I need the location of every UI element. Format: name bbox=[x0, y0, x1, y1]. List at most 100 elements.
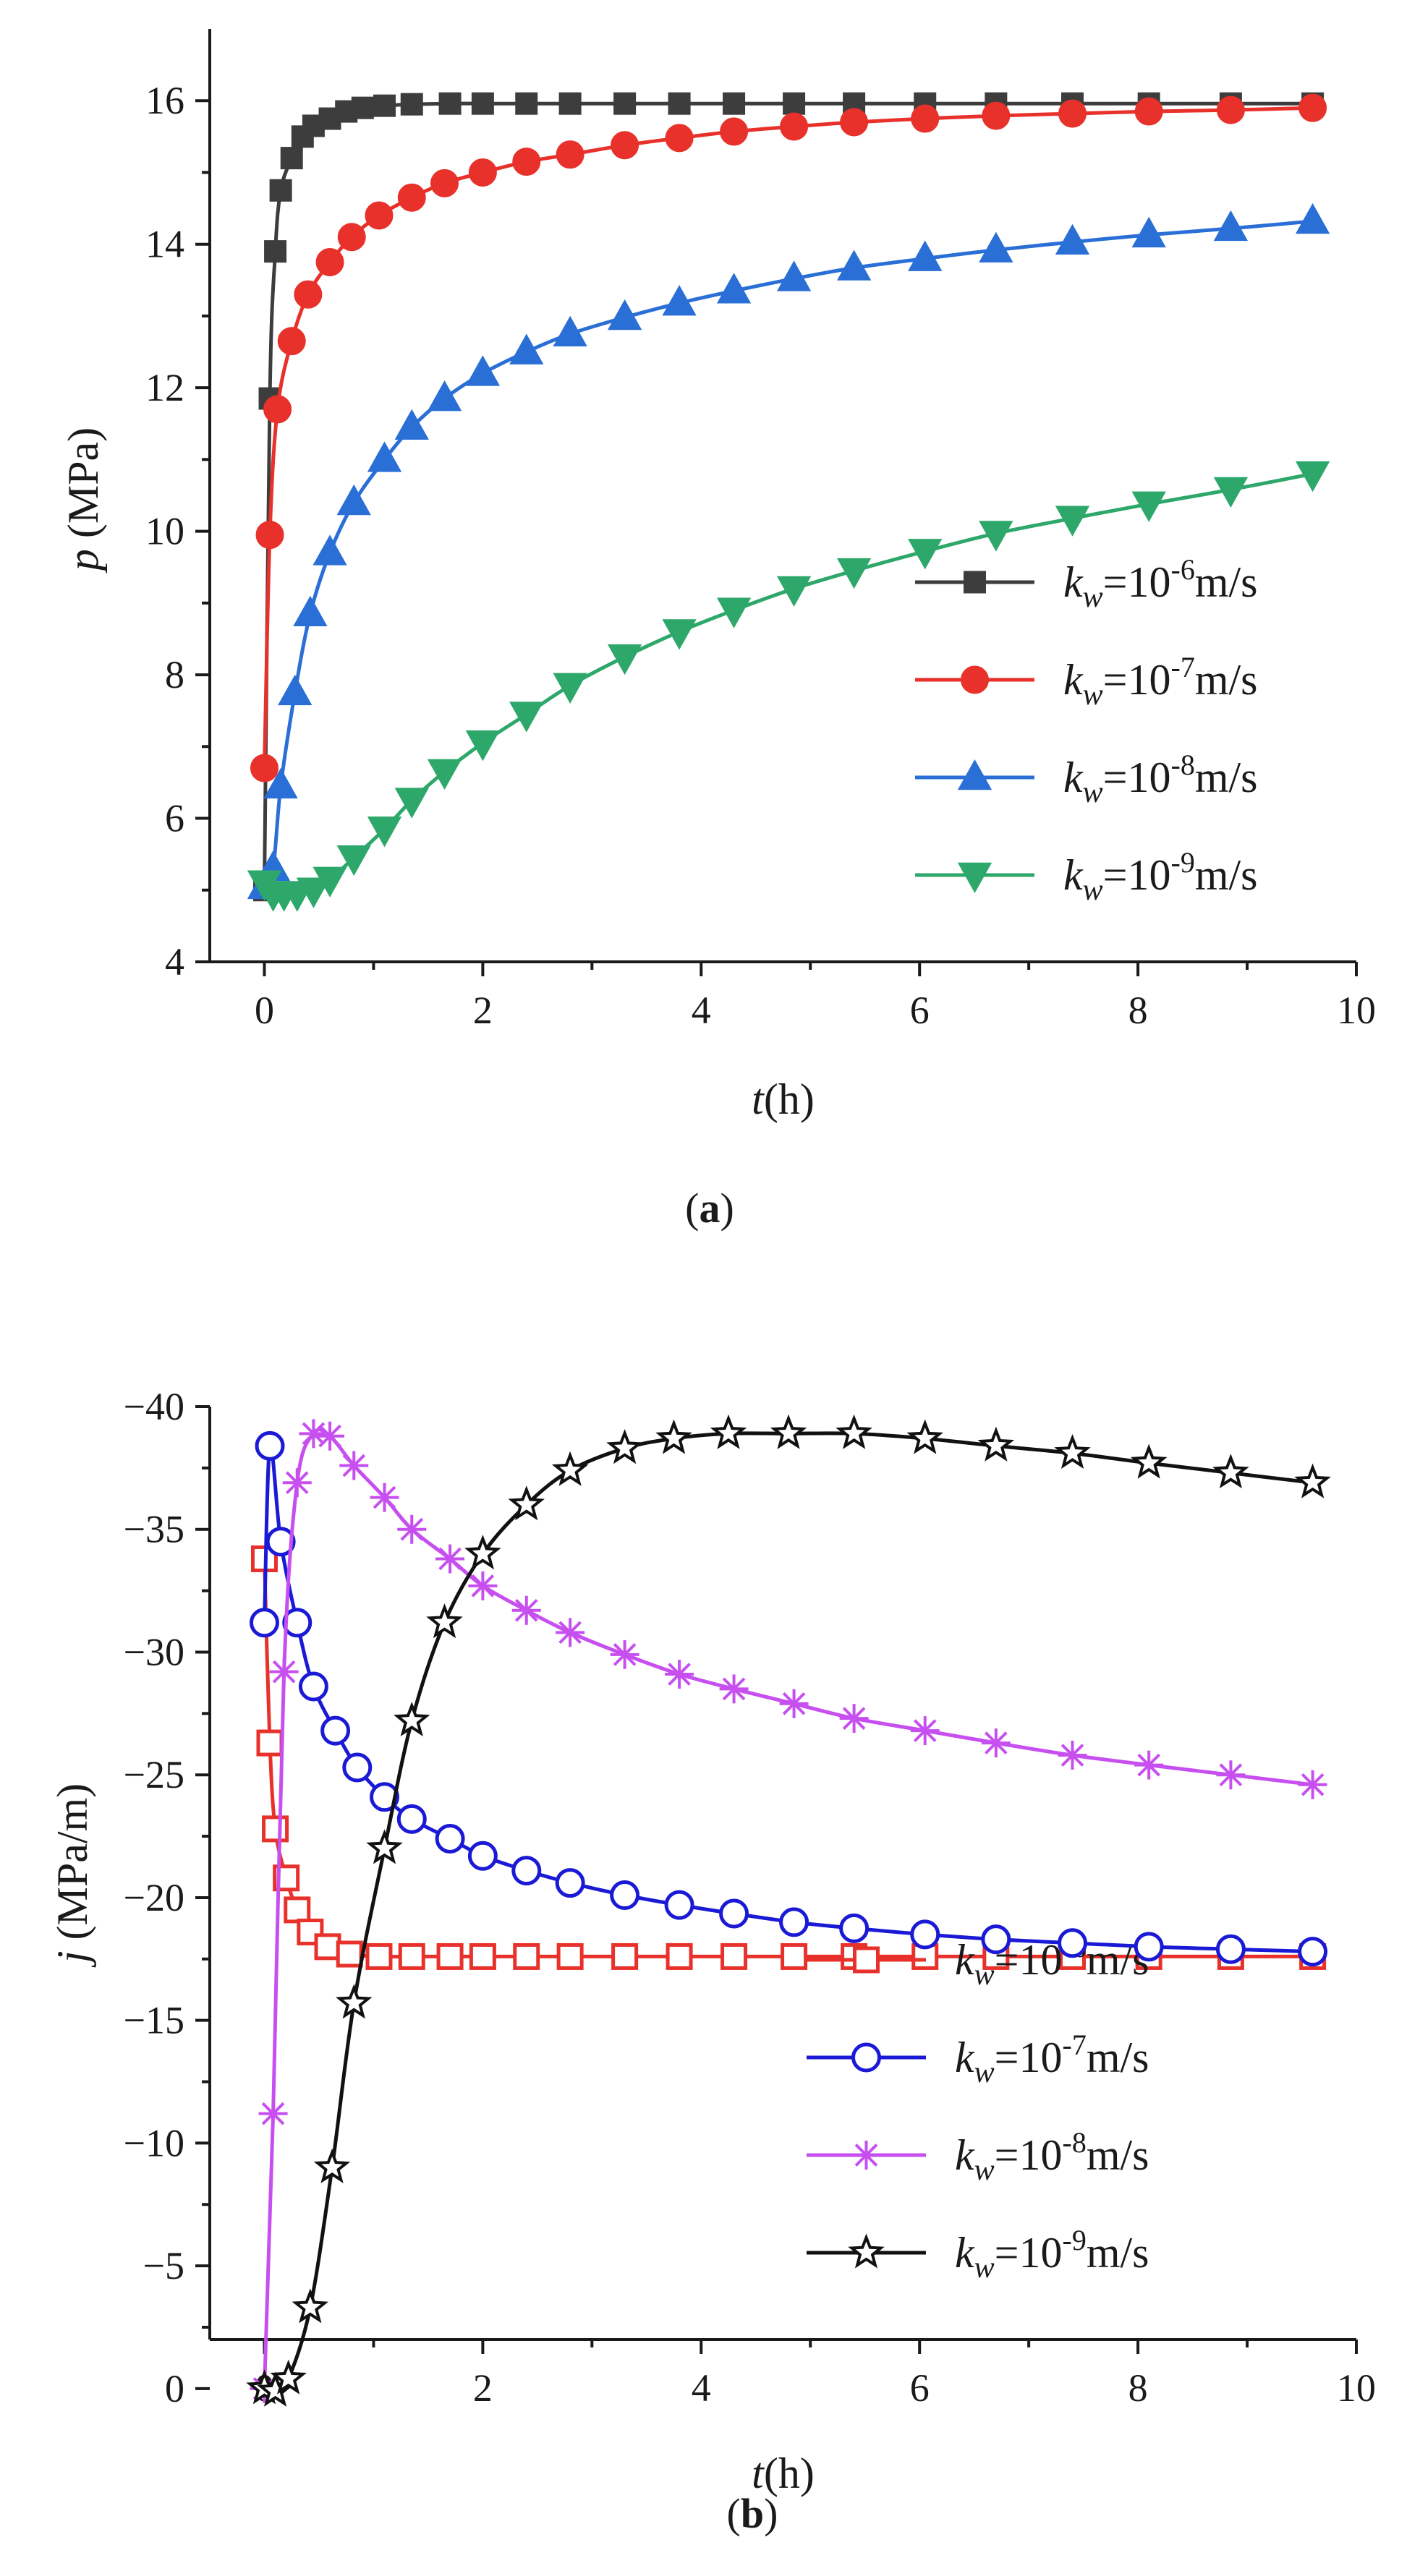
data-point bbox=[394, 788, 429, 819]
data-point bbox=[710, 1414, 747, 1449]
data-point bbox=[438, 92, 462, 115]
panel-label-a: (a) bbox=[685, 1185, 734, 1232]
data-point bbox=[430, 169, 459, 197]
legend-label: kw=10-6m/s bbox=[1063, 553, 1258, 614]
data-point bbox=[278, 674, 313, 706]
data-point bbox=[508, 1485, 545, 1521]
data-point bbox=[394, 1701, 430, 1737]
data-point bbox=[427, 380, 462, 411]
data-point bbox=[511, 1856, 542, 1886]
data-point bbox=[666, 1942, 693, 1970]
y-tick-label: 8 bbox=[165, 653, 184, 696]
data-point bbox=[1294, 1463, 1331, 1498]
legend-marker bbox=[851, 2042, 881, 2073]
legend-marker bbox=[961, 665, 989, 694]
y-tick-label: 4 bbox=[165, 940, 184, 984]
data-point bbox=[662, 619, 697, 650]
data-point bbox=[370, 1483, 399, 1512]
legend-exp: -7 bbox=[1171, 651, 1195, 683]
legend-label: kw=10-6m/s bbox=[955, 1931, 1149, 1992]
legend-sub: w bbox=[974, 2056, 995, 2089]
data-point bbox=[908, 539, 943, 570]
legend-marker bbox=[964, 571, 986, 594]
y-tick-label: −20 bbox=[124, 1876, 184, 1919]
legend-unit: m/s bbox=[1087, 2131, 1149, 2179]
y-tick-label: −35 bbox=[124, 1508, 184, 1551]
data-point bbox=[556, 1942, 584, 1970]
y-tick-label: 6 bbox=[165, 797, 184, 840]
y-tick-label: −5 bbox=[143, 2244, 184, 2287]
x-axis-label: t(h) bbox=[752, 2449, 815, 2497]
data-point bbox=[313, 866, 347, 897]
data-point bbox=[263, 767, 298, 799]
legend-base: =10 bbox=[1103, 851, 1171, 899]
x-tick-label: 6 bbox=[910, 989, 930, 1032]
data-point bbox=[906, 1419, 944, 1454]
data-point bbox=[555, 1868, 585, 1898]
data-point bbox=[716, 597, 752, 628]
x-tick-label: 8 bbox=[1128, 989, 1148, 1032]
data-point bbox=[1216, 95, 1245, 124]
data-point bbox=[910, 1919, 940, 1950]
legend-label: kw=10-9m/s bbox=[955, 2224, 1149, 2285]
data-point bbox=[780, 112, 809, 141]
data-point bbox=[981, 1924, 1011, 1955]
data-point bbox=[1054, 1433, 1091, 1470]
data-point bbox=[263, 395, 292, 424]
data-point bbox=[511, 1595, 541, 1625]
data-point bbox=[1058, 99, 1087, 128]
data-point bbox=[509, 701, 544, 733]
data-point bbox=[294, 280, 323, 309]
data-point bbox=[1298, 1937, 1328, 1967]
x-tick-label: 2 bbox=[473, 2366, 493, 2410]
data-point bbox=[426, 1603, 463, 1639]
series-2: kw=10-8m/s bbox=[250, 1419, 1327, 2403]
data-point bbox=[313, 534, 347, 566]
data-point bbox=[908, 240, 943, 271]
data-point bbox=[337, 223, 366, 252]
data-point bbox=[1131, 216, 1166, 248]
x-tick-label: 0 bbox=[255, 989, 274, 1032]
legend-base: =10 bbox=[1103, 558, 1171, 606]
data-point bbox=[781, 1942, 808, 1970]
legend-exp: -8 bbox=[1171, 749, 1195, 781]
data-point bbox=[512, 148, 541, 176]
data-point bbox=[783, 92, 806, 115]
x-tick-label: 6 bbox=[910, 2366, 930, 2410]
data-point bbox=[719, 1898, 749, 1929]
data-point bbox=[255, 1430, 285, 1461]
legend-base: =10 bbox=[995, 2229, 1063, 2277]
data-point bbox=[1215, 1934, 1246, 1964]
legend-marker bbox=[848, 2233, 885, 2269]
data-point bbox=[435, 1544, 465, 1574]
data-point bbox=[1212, 1454, 1249, 1489]
legend-k: k bbox=[1063, 656, 1084, 704]
legend-exp: -9 bbox=[1171, 846, 1195, 879]
data-point bbox=[509, 333, 544, 364]
x-tick-label: 10 bbox=[1337, 989, 1376, 1032]
x-tick-label: 4 bbox=[692, 989, 711, 1032]
data-point bbox=[1055, 223, 1090, 255]
data-point bbox=[313, 2148, 351, 2183]
data-point bbox=[607, 299, 642, 330]
x-axis-unit: (h) bbox=[764, 2449, 815, 2497]
data-point bbox=[664, 1890, 694, 1920]
legend-unit: m/s bbox=[1195, 656, 1258, 704]
data-point bbox=[269, 1657, 299, 1686]
data-point bbox=[465, 355, 501, 386]
y-tick-label: −30 bbox=[124, 1630, 184, 1673]
data-point bbox=[720, 1942, 748, 1970]
legend-unit: m/s bbox=[1087, 2034, 1149, 2081]
data-point bbox=[911, 104, 940, 133]
series-3: kw=10-9m/s bbox=[246, 1414, 1331, 2407]
data-point bbox=[1134, 97, 1163, 126]
data-point bbox=[1055, 506, 1090, 537]
data-point bbox=[836, 250, 872, 281]
legend-label: kw=10-8m/s bbox=[955, 2126, 1149, 2187]
data-point bbox=[258, 2099, 288, 2128]
legend-base: =10 bbox=[1103, 656, 1171, 704]
data-point bbox=[553, 315, 587, 347]
data-point bbox=[556, 1618, 585, 1647]
data-point bbox=[981, 1728, 1011, 1758]
